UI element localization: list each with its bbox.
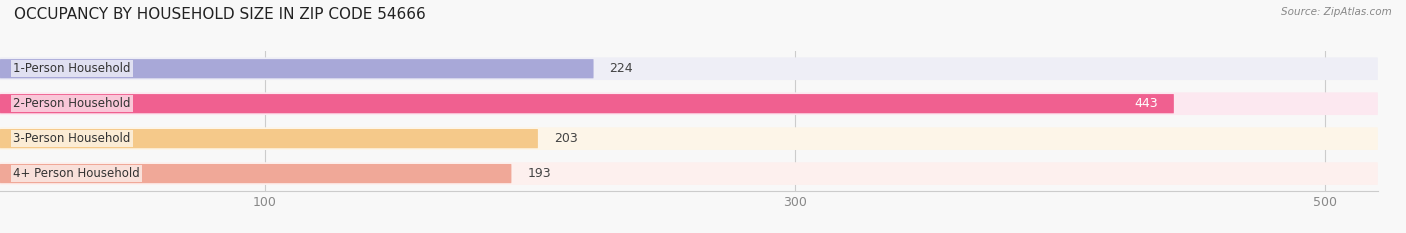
Text: 4+ Person Household: 4+ Person Household (13, 167, 141, 180)
Text: 203: 203 (554, 132, 578, 145)
FancyBboxPatch shape (0, 127, 1378, 150)
Text: 443: 443 (1135, 97, 1159, 110)
FancyBboxPatch shape (0, 57, 1378, 80)
Text: 2-Person Household: 2-Person Household (13, 97, 131, 110)
FancyBboxPatch shape (0, 164, 512, 183)
Text: Source: ZipAtlas.com: Source: ZipAtlas.com (1281, 7, 1392, 17)
Text: 193: 193 (527, 167, 551, 180)
FancyBboxPatch shape (0, 162, 1378, 185)
Text: 224: 224 (609, 62, 633, 75)
Text: OCCUPANCY BY HOUSEHOLD SIZE IN ZIP CODE 54666: OCCUPANCY BY HOUSEHOLD SIZE IN ZIP CODE … (14, 7, 426, 22)
FancyBboxPatch shape (0, 129, 538, 148)
Text: 3-Person Household: 3-Person Household (13, 132, 131, 145)
FancyBboxPatch shape (0, 59, 593, 78)
Text: 1-Person Household: 1-Person Household (13, 62, 131, 75)
FancyBboxPatch shape (0, 92, 1378, 115)
FancyBboxPatch shape (0, 94, 1174, 113)
